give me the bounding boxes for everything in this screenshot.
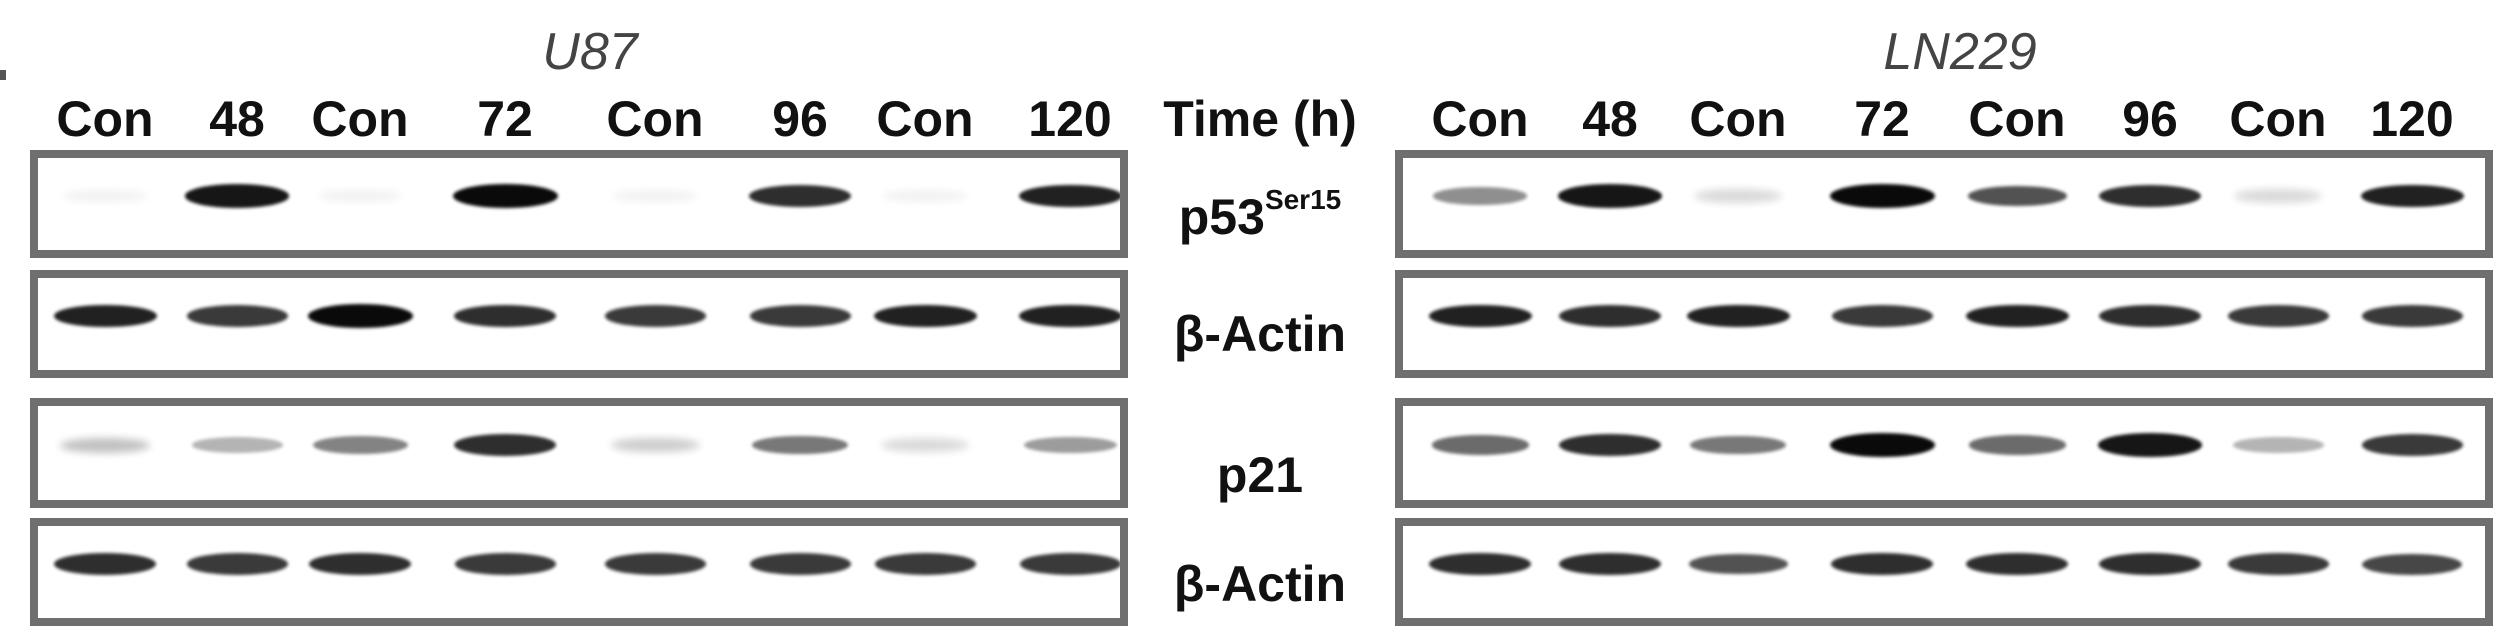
band (2099, 304, 2201, 328)
ln229-lane-label: 48 (1582, 91, 1638, 147)
band (874, 553, 976, 575)
ln229-lane-label: Con (1689, 91, 1787, 147)
u87-lane-label: Con (56, 91, 154, 147)
band (2361, 434, 2463, 456)
u87-actin-blot (30, 518, 1128, 626)
u87-lane-label: 72 (477, 91, 533, 147)
band (752, 435, 848, 455)
u87-lane-label: Con (311, 91, 409, 147)
u87-p53-blot (30, 150, 1128, 258)
band (610, 437, 700, 453)
band (1018, 304, 1120, 328)
band (749, 184, 851, 208)
band (454, 553, 556, 575)
time-label: Time (h) (1163, 91, 1357, 147)
band (191, 437, 283, 453)
u87-lane-label: Con (606, 91, 704, 147)
ln229-lane-label: Con (1968, 91, 2066, 147)
band (604, 305, 706, 327)
band (2232, 437, 2324, 453)
band (1023, 436, 1117, 454)
band (1690, 435, 1786, 455)
u87-p21-blot (30, 398, 1128, 508)
band (1431, 435, 1529, 455)
band (1829, 184, 1935, 208)
band (185, 184, 289, 208)
band (54, 552, 156, 576)
band (749, 305, 851, 327)
band (2362, 553, 2462, 575)
band (1019, 553, 1120, 575)
ln229-p21-blot (1395, 398, 2493, 508)
ln229-lane-label: 72 (1854, 91, 1910, 147)
band (1965, 304, 2069, 328)
ln229-lane-label: 96 (2122, 91, 2178, 147)
ln229-lane-label: Con (1431, 91, 1529, 147)
band (2098, 433, 2202, 457)
band (1966, 552, 2068, 576)
u87-lane-label: 120 (1028, 91, 1112, 147)
band (1686, 304, 1790, 328)
band (1968, 435, 2066, 455)
band (2227, 553, 2329, 575)
band (612, 189, 698, 203)
ln229-actin-blot (1395, 518, 2493, 626)
u87-actin-blot (30, 270, 1128, 378)
band (1694, 189, 1782, 203)
band (873, 304, 977, 328)
band (454, 304, 556, 328)
ln229-title: LN229 (1883, 23, 2037, 81)
band (1428, 304, 1532, 328)
band (1559, 552, 1661, 576)
band (1829, 433, 1935, 457)
band (2099, 552, 2201, 576)
actin-row-label: β-Actin (1173, 306, 1347, 362)
u87-lane-label: 48 (209, 91, 265, 147)
band (1831, 552, 1933, 576)
band (2361, 305, 2463, 327)
band (1967, 185, 2067, 207)
band (2099, 184, 2201, 208)
band (1559, 304, 1661, 328)
ln229-actin-blot (1395, 270, 2493, 378)
band (1831, 305, 1933, 327)
p21-row-label: p21 (1216, 447, 1304, 503)
band (452, 184, 558, 208)
band (749, 553, 851, 575)
ln229-p53-blot (1395, 150, 2493, 258)
band (1433, 187, 1527, 205)
panel-edge-mark (0, 70, 6, 80)
band (882, 189, 968, 203)
band (62, 189, 148, 203)
band (604, 553, 706, 575)
ln229-lane-label: Con (2229, 91, 2327, 147)
band (881, 438, 969, 452)
band (2227, 305, 2329, 327)
band (1018, 184, 1120, 208)
u87-lane-label: Con (876, 91, 974, 147)
u87-title: U87 (542, 23, 638, 81)
band (186, 305, 288, 327)
band (1559, 433, 1661, 457)
band (1558, 184, 1662, 208)
band (53, 304, 157, 328)
band (2360, 184, 2464, 208)
band (60, 437, 150, 453)
p53-row-label: p53Ser15 (1178, 184, 1342, 245)
band (2234, 189, 2322, 203)
actin-row-label: β-Actin (1173, 556, 1347, 612)
u87-lane-label: 96 (772, 91, 828, 147)
band (317, 189, 403, 203)
band (307, 304, 413, 328)
ln229-lane-label: 120 (2370, 91, 2454, 147)
band (186, 553, 288, 575)
band (1429, 552, 1531, 576)
band (1688, 553, 1788, 575)
band (312, 436, 408, 454)
band (309, 552, 411, 576)
band (454, 433, 556, 457)
